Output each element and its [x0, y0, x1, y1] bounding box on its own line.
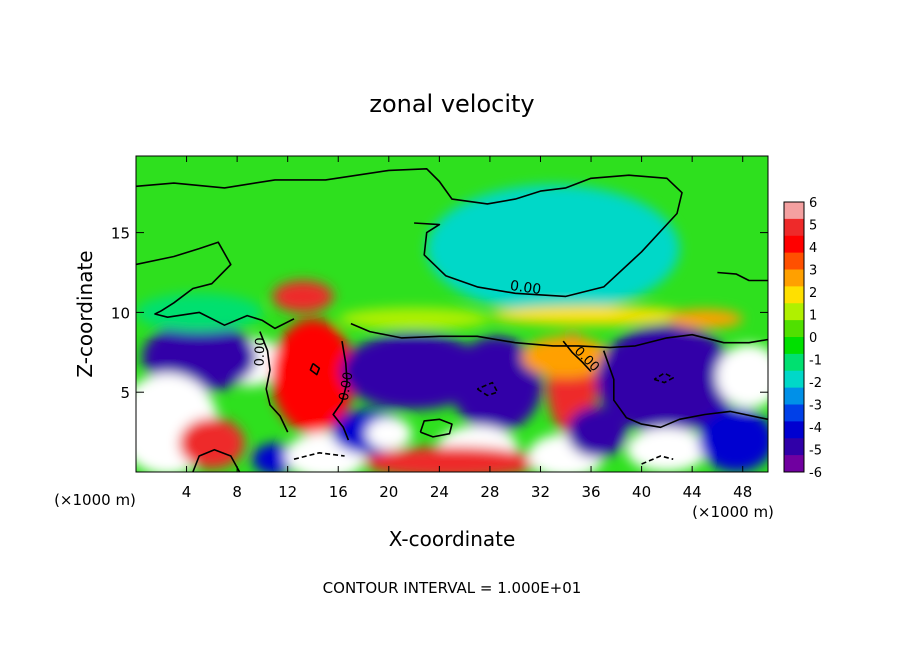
- contour-line: [419, 418, 453, 438]
- x-tick-label: 40: [632, 483, 651, 501]
- colorbar-tick-label: -4: [809, 421, 822, 436]
- colorbar-tick-label: 4: [809, 241, 817, 256]
- contour-line: [602, 350, 768, 429]
- contour-label: 0.00: [337, 371, 357, 402]
- x-tick-label: 48: [733, 483, 752, 501]
- velocity-cell: [716, 344, 768, 409]
- colorbar-swatch: [784, 218, 804, 237]
- contour-line: [309, 362, 321, 376]
- colorbar-tick-label: 3: [809, 264, 817, 279]
- velocity-cell: [666, 309, 743, 329]
- velocity-cell: [626, 427, 708, 472]
- contour-line-negative: [641, 455, 674, 465]
- colorbar-swatch: [784, 387, 804, 405]
- contour-line: [136, 168, 683, 298]
- velocity-cell: [178, 417, 245, 469]
- x-tick-label: 4: [182, 483, 192, 501]
- contour-interval-footer: CONTOUR INTERVAL = 1.000E+01: [323, 579, 582, 597]
- colorbar-tick-label: -5: [809, 444, 822, 459]
- x-tick-label: 8: [232, 483, 242, 501]
- colorbar-swatch: [784, 455, 804, 473]
- colorbar-tick-label: -1: [809, 354, 822, 369]
- colorbar-tick-label: 6: [809, 196, 817, 211]
- velocity-cell: [366, 417, 412, 450]
- colorbar-tick-label: 5: [809, 219, 817, 234]
- contour-line: [350, 322, 768, 349]
- colorbar-swatch: [784, 370, 804, 389]
- velocity-cell: [272, 280, 334, 313]
- contour-line-negative: [293, 452, 345, 460]
- velocity-cell: [363, 446, 541, 472]
- x-tick-label: 28: [480, 483, 499, 501]
- contour-lines: [136, 168, 768, 472]
- contour-line: [259, 331, 289, 433]
- contour-line: [136, 241, 295, 330]
- contour-line: [332, 340, 350, 441]
- contour-line: [192, 448, 241, 472]
- plot-area: [136, 156, 768, 472]
- x-tick-label: 32: [531, 483, 550, 501]
- x-tick-label: 12: [278, 483, 297, 501]
- contour-line-negative: [653, 372, 674, 384]
- x-axis-label: X-coordinate: [389, 527, 516, 551]
- colorbar-frame: [783, 201, 805, 473]
- colorbar-swatch: [784, 438, 804, 456]
- plot-frame: [135, 155, 769, 473]
- colorbar-swatch: [784, 421, 804, 439]
- velocity-cell: [698, 408, 768, 472]
- contour-line: [717, 271, 768, 282]
- colorbar-swatch: [784, 337, 804, 355]
- velocity-cell: [426, 184, 680, 313]
- contour-line: [562, 340, 592, 373]
- velocity-cell: [271, 318, 355, 434]
- x-unit-left: (×1000 m): [54, 491, 136, 509]
- x-axis-ticks: 4 8 12 16 20 24 28 32 36 40 44 48: [182, 156, 752, 501]
- colorbar-tick-label: 1: [809, 309, 817, 324]
- colorbar-swatch: [784, 202, 804, 220]
- colorbar-swatch: [784, 235, 804, 254]
- colorbar-swatch: [784, 252, 804, 270]
- colorbar: 6 5 4 3 2 1 0 -1 -2 -3 -4 -5 -6: [783, 196, 822, 481]
- velocity-cell: [567, 406, 628, 458]
- colorbar-swatch: [784, 320, 804, 338]
- x-tick-label: 16: [329, 483, 348, 501]
- contour-label: 0.00: [253, 337, 269, 366]
- y-tick-label: 5: [120, 384, 130, 402]
- velocity-cell: [596, 325, 738, 434]
- colorbar-swatch: [784, 353, 804, 372]
- x-unit-right: (×1000 m): [692, 503, 774, 521]
- x-tick-label: 36: [581, 483, 600, 501]
- y-tick-label: 10: [111, 304, 130, 322]
- velocity-cell: [521, 336, 610, 378]
- chart-title: zonal velocity: [369, 90, 534, 118]
- x-tick-label: 20: [379, 483, 398, 501]
- colorbar-tick-label: -6: [809, 466, 822, 481]
- colorbar-tick-label: -3: [809, 399, 822, 414]
- colorbar-swatch: [784, 286, 804, 304]
- velocity-cell: [489, 306, 693, 326]
- colorbar-swatch: [784, 269, 804, 287]
- y-axis-label: Z-coordinate: [73, 250, 97, 377]
- velocity-cell: [450, 336, 542, 433]
- colorbar-tick-label: -2: [809, 376, 822, 391]
- velocity-cell: [338, 307, 490, 330]
- y-axis-ticks: 5 10 15: [111, 225, 768, 402]
- velocity-cell: [340, 333, 488, 410]
- y-tick-label: 15: [111, 225, 130, 243]
- contour-label: 0.00: [509, 278, 542, 298]
- x-tick-label: 44: [683, 483, 702, 501]
- velocity-field: [136, 184, 768, 472]
- colorbar-swatch: [784, 404, 804, 422]
- colorbar-tick-label: 2: [809, 286, 817, 301]
- colorbar-tick-label: 0: [809, 331, 817, 346]
- colorbar-swatch: [784, 303, 804, 321]
- x-tick-label: 24: [430, 483, 449, 501]
